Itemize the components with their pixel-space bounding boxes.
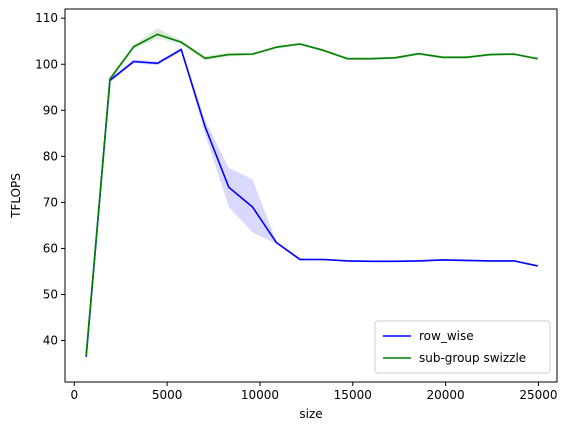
band-series-0 [86,47,538,366]
x-tick-label: 5000 [152,388,183,402]
legend-entry: row_wise [419,329,474,343]
y-tick-label: 110 [35,11,58,25]
plot-frame [64,8,558,383]
y-tick-label: 70 [43,195,58,209]
y-tick-label: 100 [35,57,58,71]
legend-entry: sub-group swizzle [419,351,526,365]
confidence-bands [86,28,538,366]
series-lines [85,33,538,357]
y-tick-label: 90 [43,103,58,117]
y-tick-label: 50 [43,288,58,302]
x-axis-label: size [299,407,322,421]
legend: row_wise sub-group swizzle [374,320,551,374]
y-axis-ticks: 40 50 60 70 80 90 100 110 [35,11,65,348]
y-axis-label: TFLOPS [9,173,23,219]
y-tick-label: 60 [43,241,58,255]
y-tick-label: 40 [43,334,58,348]
x-axis-ticks: 0 5000 10000 15000 20000 25000 [70,382,558,402]
legend-box [374,320,551,374]
x-tick-label: 20000 [427,388,465,402]
x-tick-label: 15000 [334,388,372,402]
x-tick-label: 25000 [519,388,557,402]
x-tick-label: 0 [70,388,78,402]
y-tick-label: 80 [43,149,58,163]
band-series-1 [86,28,538,360]
line-series-1 [85,33,538,356]
x-tick-label: 10000 [241,388,279,402]
line-series-0 [85,48,538,357]
